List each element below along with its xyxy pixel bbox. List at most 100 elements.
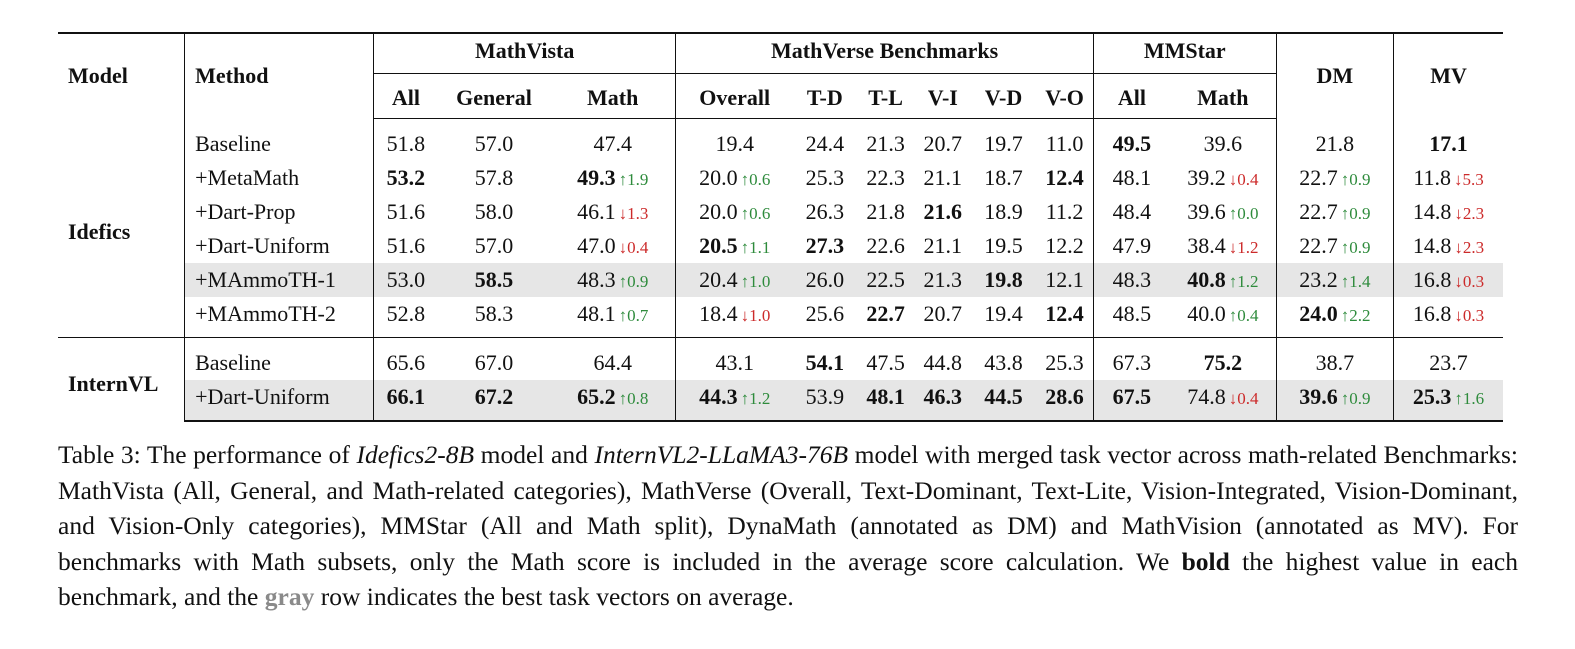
score-value: 65.6: [386, 350, 426, 375]
header-col-mathvista-all: All: [373, 78, 438, 119]
delta-up: ↑0.0: [1228, 204, 1259, 223]
score-value: 25.3: [1412, 384, 1452, 409]
table-row: +MetaMath 53.2 57.8 49.3 ↑1.9 20.0 ↑0.6 25.3 22.…: [58, 161, 1503, 195]
score-value: 25.3: [1045, 350, 1084, 375]
header-col-mathvista-math: Math: [550, 78, 676, 119]
score-cell: 48.1: [856, 380, 915, 422]
score-cell: 54.1: [793, 337, 857, 380]
score-value: 47.5: [866, 350, 905, 375]
score-cell: 38.7: [1275, 337, 1394, 380]
score-cell: 22.7 ↑0.9: [1275, 229, 1394, 263]
table-row: +MAmmoTH-2 52.8 58.3 48.1 ↑0.7 18.4 ↓1.0 25.6 22…: [58, 297, 1503, 338]
score-value: 39.6: [1187, 199, 1226, 224]
score-value: 67.3: [1112, 350, 1152, 375]
score-cell: 21.3: [856, 119, 914, 162]
score-cell: 19.4: [675, 118, 794, 161]
score-cell: 66.1: [373, 380, 438, 422]
method-name: +MAmmoTH-1: [184, 263, 374, 297]
score-value: 47.9: [1112, 233, 1152, 258]
score-value: 65.2: [577, 384, 616, 409]
delta-up: ↑0.9: [1340, 389, 1371, 408]
header-model: Model: [58, 32, 185, 119]
score-cell: 22.7 ↑0.9: [1275, 161, 1394, 195]
score-value: 24.4: [805, 131, 845, 156]
delta-down: ↓0.4: [1228, 389, 1259, 408]
delta-down: ↓5.3: [1454, 170, 1484, 189]
score-value: 66.1: [386, 384, 426, 409]
method-name: +Dart-Uniform: [184, 229, 374, 263]
score-cell: 23.2 ↑1.4: [1275, 263, 1394, 297]
score-value: 19.5: [984, 233, 1023, 258]
delta-down: ↓1.0: [740, 306, 771, 325]
score-cell: 27.3: [793, 229, 856, 263]
method-name: +MAmmoTH-2: [184, 297, 374, 338]
score-cell: 21.8: [1275, 118, 1394, 161]
score-value: 40.0: [1187, 301, 1226, 326]
score-cell: 53.2: [373, 161, 438, 195]
score-value: 20.7: [923, 301, 963, 326]
results-table-body: Idefics Baseline 51.8 57.0 47.4 19.4 24.4 21.3 2…: [58, 118, 1503, 422]
score-value: 47.0: [577, 233, 616, 258]
score-cell: 47.0 ↓0.4: [550, 229, 676, 263]
score-cell: 26.0: [793, 263, 857, 297]
score-cell: 20.4 ↑1.0: [675, 263, 794, 297]
score-value: 25.6: [805, 301, 845, 326]
delta-up: ↑0.9: [618, 272, 649, 291]
score-cell: 58.3: [438, 297, 550, 338]
score-cell: 57.8: [438, 161, 550, 195]
results-table: Model Method MathVista MathVerse Benchma…: [58, 32, 1503, 422]
delta-up: ↑1.9: [618, 170, 649, 189]
score-cell: 51.6: [373, 229, 438, 263]
method-name: +Dart-Prop: [184, 195, 374, 229]
score-cell: 22.7 ↑0.9: [1275, 195, 1394, 229]
score-cell: 48.1 ↑0.7: [550, 297, 676, 338]
score-value: 24.0: [1299, 301, 1338, 326]
score-cell: 24.0 ↑2.2: [1275, 297, 1394, 338]
score-value: 48.5: [1112, 301, 1152, 326]
score-value: 49.5: [1112, 131, 1152, 156]
score-value: 22.3: [866, 165, 905, 190]
score-cell: 53.9: [793, 380, 857, 422]
score-cell: 12.2: [1036, 229, 1093, 263]
caption-gray-word: gray: [264, 582, 315, 611]
score-value: 19.4: [715, 131, 754, 156]
score-value: 22.7: [1299, 199, 1338, 224]
score-cell: 46.3: [914, 380, 971, 422]
model-name: Idefics: [68, 218, 131, 244]
score-cell: 51.6: [373, 195, 438, 229]
score-cell: 16.8 ↓0.3: [1393, 297, 1503, 338]
score-cell: 25.3: [1036, 337, 1094, 380]
score-value: 27.3: [805, 233, 845, 258]
score-value: 44.8: [923, 350, 963, 375]
score-cell: 48.3 ↑0.9: [550, 263, 676, 297]
method-name: Baseline: [184, 337, 374, 380]
score-value: 58.3: [474, 301, 514, 326]
score-value: 38.7: [1315, 350, 1355, 375]
score-cell: 26.3: [793, 195, 856, 229]
score-value: 23.7: [1429, 350, 1468, 375]
table-caption: Table 3: The performance of Idefics2-8B …: [58, 437, 1518, 615]
score-cell: 21.1: [915, 229, 971, 263]
score-cell: 44.8: [914, 337, 971, 380]
score-value: 48.3: [577, 267, 616, 292]
delta-up: ↑2.2: [1340, 306, 1371, 325]
method-name: +Dart-Uniform: [184, 380, 374, 422]
caption-model-internvl: InternVL2-LLaMA3-76B: [594, 440, 849, 469]
score-cell: 20.5 ↑1.1: [675, 229, 794, 263]
caption-model-idefics: Idefics2-8B: [356, 440, 475, 469]
score-cell: 58.0: [438, 195, 550, 229]
score-value: 20.4: [699, 267, 738, 292]
score-cell: 21.8: [856, 195, 914, 229]
score-value: 58.5: [474, 267, 514, 292]
score-cell: 19.5: [971, 229, 1036, 263]
score-value: 57.8: [474, 165, 514, 190]
delta-up: ↑0.6: [740, 170, 771, 189]
table-row: InternVL Baseline 65.6 67.0 64.4 43.1 54.1 47.5…: [58, 337, 1503, 421]
score-value: 21.3: [923, 267, 963, 292]
score-value: 19.8: [984, 267, 1023, 292]
score-value: 22.7: [1299, 165, 1338, 190]
score-value: 25.3: [805, 165, 845, 190]
score-value: 38.4: [1187, 233, 1226, 258]
score-cell: 67.0: [437, 337, 551, 380]
score-cell: 20.7: [915, 119, 971, 162]
